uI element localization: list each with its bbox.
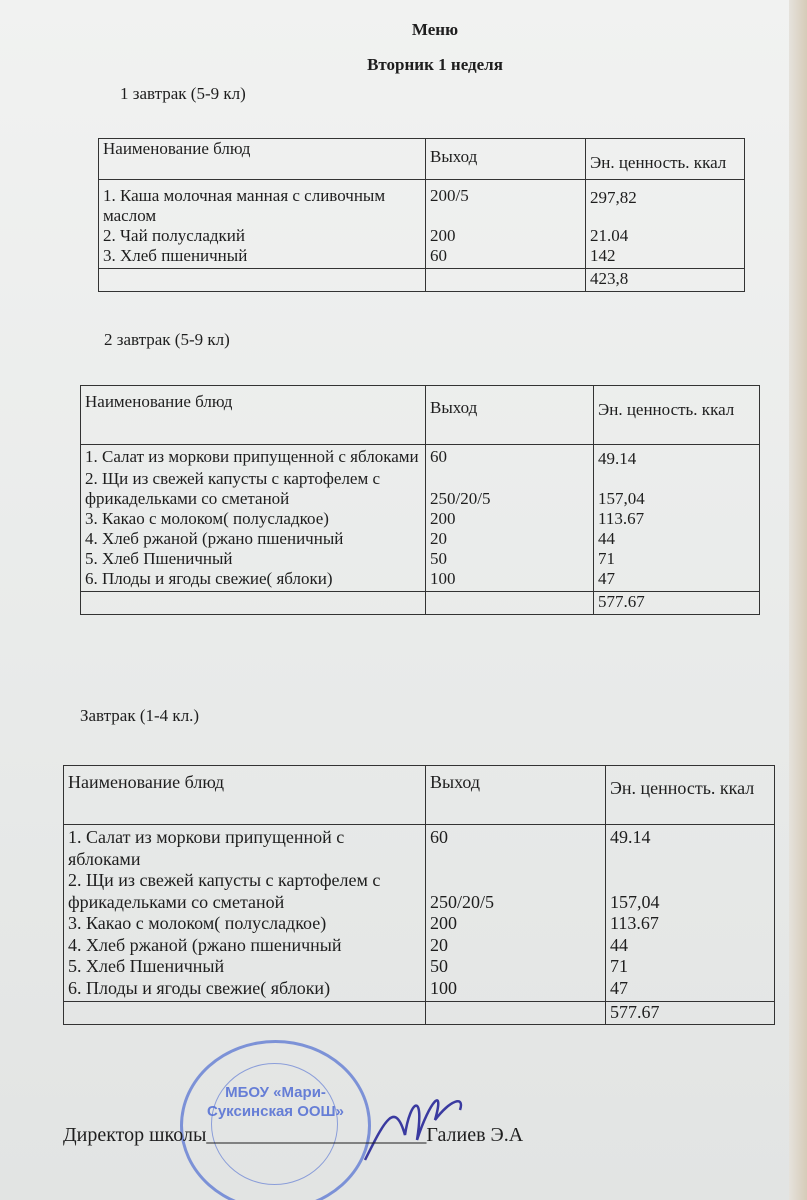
total-row: 577.67 [63,1001,775,1025]
page-subtitle: Вторник 1 неделя [367,55,503,74]
menu-table-2: Наименование блюд Выход Эн. ценность. ккал… [80,385,760,615]
signature-line: ______________________ [206,1124,427,1146]
signature-row: Директор школы______________________Гали… [63,1124,523,1147]
total-row: 577.67 [80,591,760,615]
table-row: 4. Хлеб ржаной (ржано пшеничный 20 44 [80,529,760,549]
director-name: Галиев Э.А [426,1124,524,1146]
table-row: 3. Хлеб пшеничный 60 142 [98,246,745,269]
page-title: Меню [411,20,459,39]
table-row: 4. Хлеб ржаной (ржано пшеничный 20 44 [63,934,775,956]
menu-table-1: Наименование блюд Выход Эн. ценность. ккал… [98,138,745,292]
section-label: 2 завтрак (5-9 кл) [104,330,230,349]
table-row: 3. Какао с молоком( полусладкое) 200 113.6… [80,509,760,529]
table-row: 1. Салат из моркови припущенной с яблока… [80,444,760,469]
col-name: Наименование блюд [98,138,426,180]
table-row: 6. Плоды и ягоды свежие( яблоки) 100 47 [63,977,775,1002]
school-stamp: МБОУ «Мари-Суксинская ООШ» [180,1040,371,1200]
total-value: 423,8 [585,268,745,292]
table-row: 5. Хлеб Пшеничный 50 71 [63,956,775,978]
table-row: 3. Какао с молоком( полусладкое) 200 113.6… [63,913,775,935]
signature-icon [363,1099,463,1161]
table-row: 2. Чай полусладкий 200 21.04 [98,226,745,246]
table-row: 2. Щи из свежей капусты с картофелем с ф… [80,469,760,509]
section-label: 1 завтрак (5-9 кл) [120,84,246,103]
table-row: 5. Хлеб Пшеничный 50 71 [80,549,760,569]
menu-table-3: Наименование блюд Выход Эн. ценность. ккал… [63,765,775,1025]
table-row: 1. Каша молочная манная с сливочным масл… [98,179,745,226]
table-row: 1. Салат из моркови припущенной с яблока… [63,824,775,870]
table-row: 2. Щи из свежей капусты с картофелем с ф… [63,870,775,913]
col-yield: Выход [425,138,586,180]
paper-edge [789,0,807,1200]
section-label: Завтрак (1-4 кл.) [80,706,200,725]
total-row: 423,8 [98,268,745,292]
signature-label: Директор школы [63,1124,207,1146]
table-row: 6. Плоды и ягоды свежие( яблоки) 100 47 [80,569,760,592]
col-energy: Эн. ценность. ккал [585,138,745,180]
